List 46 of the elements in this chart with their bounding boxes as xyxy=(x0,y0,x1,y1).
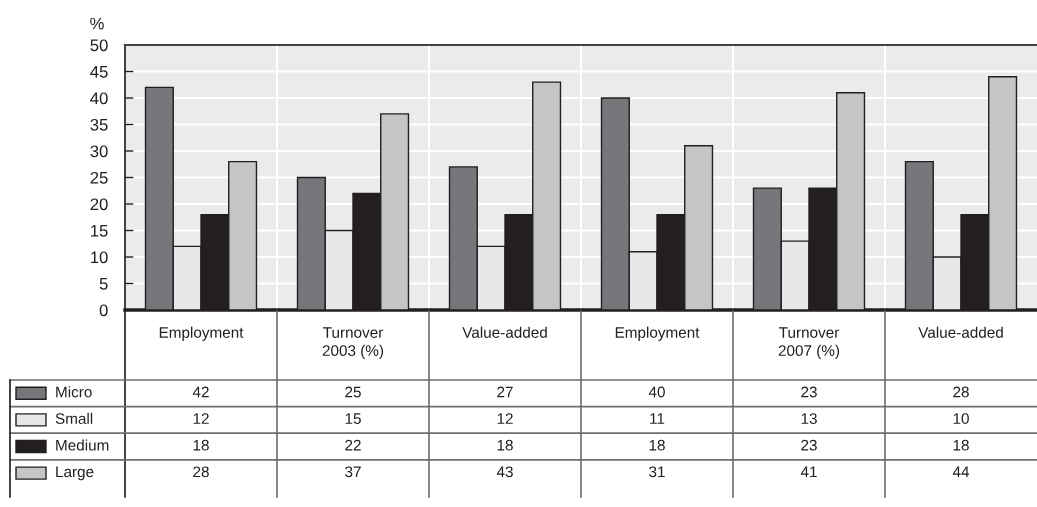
data-label: 22 xyxy=(345,439,361,451)
data-label: 27 xyxy=(497,386,513,398)
data-label: 13 xyxy=(801,413,817,424)
data-label: 40 xyxy=(648,386,665,398)
y-axis-title: % xyxy=(90,17,104,30)
data-label: 41 xyxy=(800,466,817,478)
legend-label: Small xyxy=(55,412,93,424)
data-label: 42 xyxy=(192,386,209,398)
data-label: 23 xyxy=(801,386,817,398)
x-tick-label: Value-added xyxy=(918,326,1003,338)
data-label: 15 xyxy=(345,413,361,424)
x-tick-label: Turnover 2007 (%) xyxy=(778,327,840,360)
data-label: 12 xyxy=(193,413,209,424)
y-tick-label: 25 xyxy=(90,171,108,184)
x-tick-label: Employment xyxy=(159,326,244,341)
data-label: 18 xyxy=(193,439,209,451)
data-label: 18 xyxy=(497,439,513,451)
y-tick-label: 0 xyxy=(99,304,108,317)
y-tick-label: 10 xyxy=(91,251,108,264)
legend-label: Micro xyxy=(56,386,92,398)
y-tick-label: 5 xyxy=(99,278,108,290)
data-label: 12 xyxy=(497,413,513,424)
data-label: 28 xyxy=(193,466,209,478)
legend-label: Large xyxy=(56,466,94,481)
x-tick-label: Employment xyxy=(615,326,700,341)
data-label: 25 xyxy=(345,386,361,398)
y-tick-label: 45 xyxy=(90,66,108,78)
data-label: 31 xyxy=(649,466,665,478)
y-tick-label: 40 xyxy=(90,92,108,105)
data-label: 43 xyxy=(496,466,513,478)
data-label: 18 xyxy=(649,439,665,451)
y-tick-label: 30 xyxy=(90,145,108,158)
data-label: 37 xyxy=(345,466,361,478)
data-label: 11 xyxy=(650,413,665,424)
data-label: 23 xyxy=(801,439,817,451)
x-tick-label: Value-added xyxy=(462,326,547,338)
y-tick-label: 20 xyxy=(90,198,108,211)
data-label: 28 xyxy=(953,386,969,398)
data-label: 10 xyxy=(953,413,969,424)
legend-label: Medium xyxy=(56,439,109,451)
y-tick-label: 50 xyxy=(90,39,108,52)
y-tick-label: 15 xyxy=(91,225,108,237)
data-label: 18 xyxy=(953,439,969,451)
data-label: 44 xyxy=(952,466,970,478)
x-tick-label: Turnover 2003 (%) xyxy=(322,327,384,360)
y-tick-label: 35 xyxy=(90,118,108,131)
